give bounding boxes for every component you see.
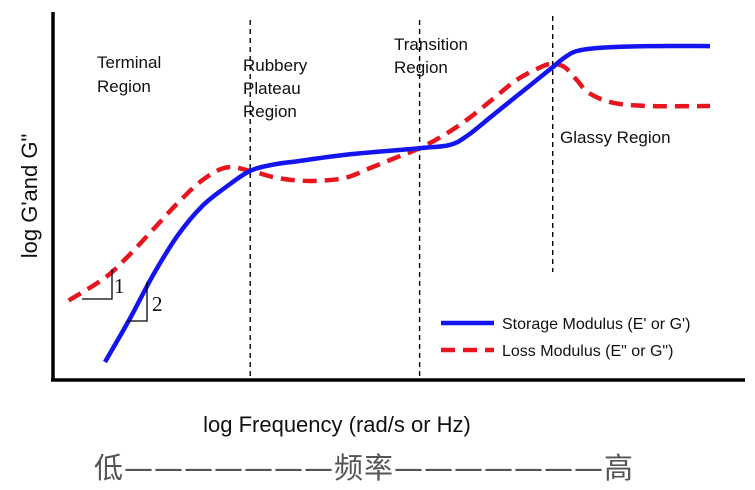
region-label-terminal: Terminal Region <box>97 53 166 96</box>
y-axis-label: log G'and G" <box>17 134 42 259</box>
slope-1-triangle <box>82 269 113 300</box>
region-label-transition: Transition Region <box>394 35 473 77</box>
frequency-low-label: 低 <box>94 451 124 485</box>
x-axis-label: log Frequency (rad/s or Hz) <box>203 412 471 437</box>
series-line-loss-modulus <box>67 61 711 303</box>
region-label-rubbery-plateau: Rubbery Plateau Region <box>243 56 312 121</box>
frequency-scale-caption: 低———————频率———————高 <box>94 451 634 485</box>
slope-1-label: 1 <box>114 274 125 298</box>
legend: Storage Modulus (E' or G') Loss Modulus … <box>441 316 690 360</box>
frequency-dashes-left: ——————— <box>124 451 334 485</box>
slope-2-triangle <box>127 282 148 322</box>
frequency-high-label: 高 <box>604 451 634 485</box>
frequency-dashes-right: ——————— <box>394 451 604 485</box>
legend-label-loss: Loss Modulus (E" or G") <box>502 343 673 360</box>
region-dividers <box>249 16 554 380</box>
slope-triangles <box>82 269 148 322</box>
slope-2-label: 2 <box>152 292 163 316</box>
series-line-storage-modulus <box>103 43 711 364</box>
series-layer <box>67 43 711 364</box>
region-label-glassy: Glassy Region <box>560 128 671 147</box>
legend-label-storage: Storage Modulus (E' or G') <box>502 316 690 333</box>
frequency-middle-label: 频率 <box>334 451 394 485</box>
